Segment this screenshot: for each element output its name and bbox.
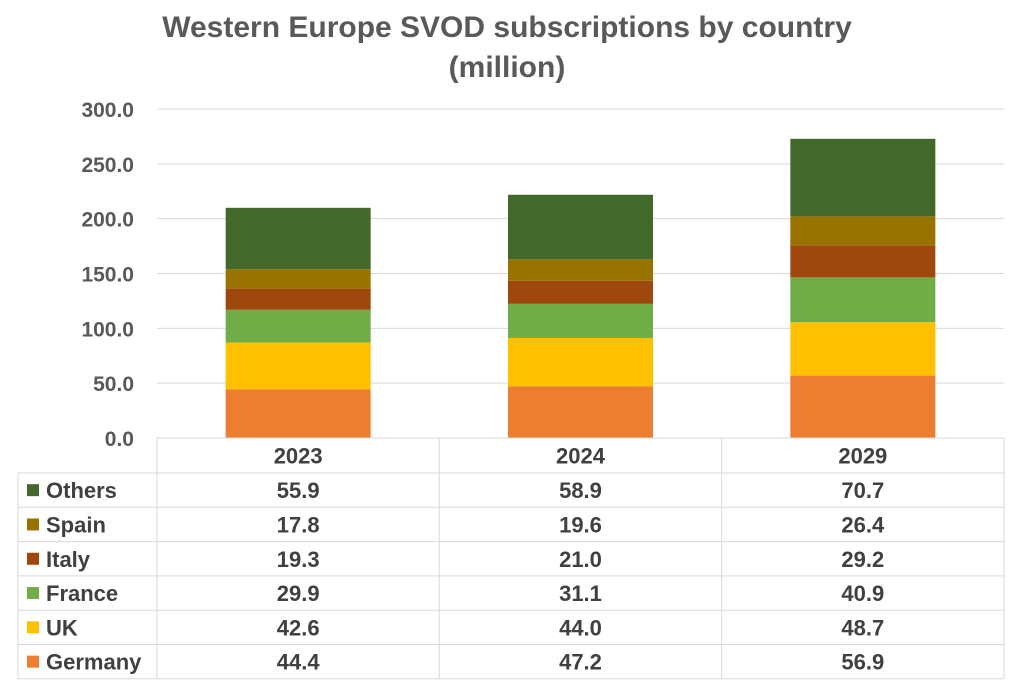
data-label-germany-2029: 56.9 — [841, 650, 884, 675]
legend-label-others: Others — [46, 478, 117, 503]
legend-label-germany: Germany — [46, 650, 142, 675]
chart-title-line-1: Western Europe SVOD subscriptions by cou… — [162, 11, 852, 44]
bar-segment-spain-2024 — [508, 259, 653, 281]
data-label-spain-2023: 17.8 — [277, 512, 320, 537]
y-tick-label: 100.0 — [81, 318, 134, 341]
legend-swatch-italy — [27, 552, 39, 565]
legend-swatch-france — [27, 587, 39, 600]
data-table: 2023 2024 2029 Others 55.9 58.9 70.7 Spain 17.8 1… — [17, 437, 1005, 680]
chart-title-line-2: (million) — [448, 51, 566, 84]
y-tick-label: 250.0 — [81, 154, 134, 177]
y-axis-tick-labels: 0.0 50.0 100.0 150.0 200.0 250.0 300.0 — [81, 99, 134, 451]
legend-label-italy: Italy — [46, 547, 91, 572]
x-category-label: 2029 — [838, 444, 887, 469]
legend-swatch-uk — [27, 621, 39, 634]
bar-segment-uk-2029 — [790, 322, 936, 376]
y-tick-label: 200.0 — [81, 209, 134, 232]
bar-segment-france-2023 — [225, 309, 371, 343]
bar-segment-uk-2024 — [508, 337, 653, 387]
data-label-france-2029: 40.9 — [841, 581, 884, 606]
legend-swatch-others — [27, 484, 39, 497]
bar-segment-others-2024 — [508, 194, 653, 260]
data-label-germany-2024: 47.2 — [559, 650, 602, 675]
data-label-uk-2024: 44.0 — [559, 615, 602, 640]
y-tick-label: 50.0 — [93, 373, 134, 396]
data-label-italy-2029: 29.2 — [841, 547, 884, 572]
legend-swatch-germany — [27, 655, 39, 668]
bar-segment-germany-2023 — [225, 389, 371, 438]
bar-segment-others-2029 — [790, 138, 936, 217]
data-label-france-2024: 31.1 — [559, 581, 602, 606]
bar-segment-spain-2023 — [225, 269, 371, 289]
data-label-others-2023: 55.9 — [277, 478, 320, 503]
x-category-label: 2024 — [556, 444, 606, 469]
y-tick-label: 300.0 — [81, 99, 134, 122]
bar-segment-france-2024 — [508, 303, 653, 338]
bars — [225, 138, 936, 438]
data-label-italy-2024: 21.0 — [559, 547, 602, 572]
bar-segment-italy-2024 — [508, 280, 653, 304]
data-label-uk-2029: 48.7 — [841, 615, 884, 640]
bar-segment-others-2023 — [225, 207, 371, 270]
bar-segment-italy-2029 — [790, 245, 936, 278]
bar-segment-germany-2024 — [508, 386, 653, 438]
bar-segment-spain-2029 — [790, 216, 936, 246]
bar-segment-italy-2023 — [225, 288, 371, 310]
data-label-spain-2029: 26.4 — [841, 512, 885, 537]
data-label-others-2024: 58.9 — [559, 478, 602, 503]
legend-label-spain: Spain — [46, 512, 106, 537]
legend-swatch-spain — [27, 518, 39, 531]
data-label-spain-2024: 19.6 — [559, 512, 602, 537]
chart-title: Western Europe SVOD subscriptions by cou… — [0, 8, 1014, 88]
data-label-germany-2023: 44.4 — [277, 650, 321, 675]
legend-label-france: France — [46, 581, 118, 606]
x-category-label: 2023 — [274, 444, 323, 469]
bar-segment-france-2029 — [790, 277, 936, 323]
data-label-italy-2023: 19.3 — [277, 547, 320, 572]
data-label-others-2029: 70.7 — [841, 478, 884, 503]
y-tick-label: 0.0 — [105, 428, 134, 451]
legend-label-uk: UK — [46, 615, 78, 640]
bar-segment-germany-2029 — [790, 375, 936, 438]
bar-segment-uk-2023 — [225, 342, 371, 390]
data-label-uk-2023: 42.6 — [277, 615, 320, 640]
y-tick-label: 150.0 — [81, 264, 134, 287]
data-label-france-2023: 29.9 — [277, 581, 320, 606]
